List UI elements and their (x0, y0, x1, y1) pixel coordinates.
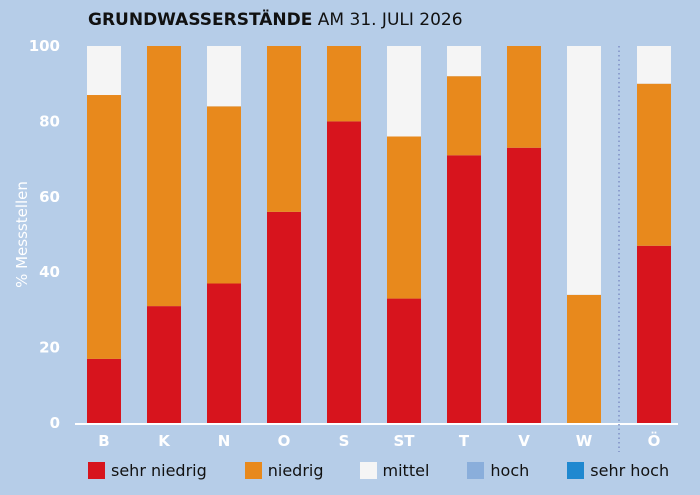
y-tick-label: 40 (39, 263, 60, 281)
y-axis: 0 20 40 60 80 100 (29, 37, 60, 432)
bar-segment (507, 46, 541, 148)
y-tick-label: 100 (29, 37, 60, 55)
legend-label: niedrig (267, 461, 324, 480)
bar-segment (267, 46, 301, 212)
legend-swatch (467, 462, 485, 479)
x-tick-label: W (576, 432, 593, 450)
bar-segment (637, 245, 671, 423)
legend-label: hoch (490, 461, 530, 480)
legend-item: hoch (467, 461, 529, 480)
legend-item: niedrig (244, 461, 324, 480)
legend-label: sehr niedrig (111, 461, 207, 480)
bar-segment (387, 136, 421, 299)
legend-swatch (244, 462, 262, 479)
y-tick-label: 60 (39, 188, 60, 206)
y-tick-label: 0 (50, 414, 60, 432)
bar-segment (87, 46, 121, 96)
x-tick-label: T (459, 432, 470, 450)
bar-segment (447, 155, 481, 423)
legend-label: mittel (382, 461, 430, 480)
legend-item: sehr hoch (567, 461, 669, 480)
bar-segment (147, 306, 181, 423)
x-tick-label: B (98, 432, 109, 450)
x-tick-label: ST (393, 432, 415, 450)
bar-segment (387, 46, 421, 137)
legend-item: sehr niedrig (88, 461, 207, 480)
x-tick-label: O (278, 432, 291, 450)
legend-swatch (567, 462, 585, 479)
legend-item: mittel (359, 461, 430, 480)
legend-swatch (359, 462, 377, 479)
bar-segment (637, 46, 671, 84)
chart-title: GRUNDWASSERSTÄNDE AM 31. JULI 2026 (88, 10, 463, 30)
legend-swatch (88, 462, 105, 479)
x-axis: B K N O S ST T V W Ö (98, 431, 660, 450)
x-tick-label: V (518, 432, 530, 450)
y-tick-label: 80 (39, 112, 60, 130)
bar-segment (207, 46, 241, 107)
chart-title-rest: AM 31. JULI 2026 (317, 10, 463, 30)
x-tick-label: N (218, 432, 231, 450)
bar-segment (327, 46, 361, 122)
bar-segment (387, 298, 421, 423)
bar-segment (207, 106, 241, 284)
bar-segment (447, 76, 481, 156)
bar-segment (637, 83, 671, 246)
x-tick-label: S (339, 432, 350, 450)
y-axis-label: % Messstellen (13, 181, 31, 288)
bar-segment (207, 283, 241, 423)
y-tick-label: 20 (39, 339, 60, 357)
bar-segment (87, 358, 121, 423)
bar-segment (447, 46, 481, 77)
bar-segment (567, 294, 601, 423)
bar-segment (147, 46, 181, 307)
bar-segment (87, 95, 121, 359)
bar-segment (507, 147, 541, 424)
bar-segment (327, 121, 361, 424)
legend: sehr niedrig niedrig mittel hoch sehr hoch (88, 461, 669, 480)
chart-title-bold: GRUNDWASSERSTÄNDE (88, 10, 313, 30)
bars (87, 46, 671, 424)
bar-segment (267, 211, 301, 423)
x-tick-label: Ö (648, 431, 661, 450)
legend-label: sehr hoch (590, 461, 670, 480)
bar-segment (567, 46, 601, 295)
x-tick-label: K (158, 432, 171, 450)
